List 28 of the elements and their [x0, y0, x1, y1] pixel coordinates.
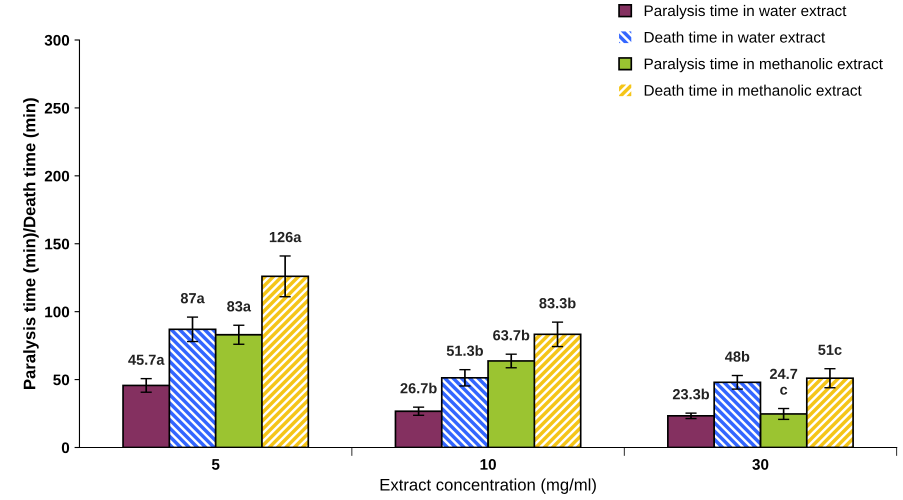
y-tick-label: 200 — [44, 170, 70, 182]
data-label: 126a — [270, 232, 302, 242]
data-label: 51c — [818, 344, 842, 355]
data-label: 23.3b — [672, 388, 710, 400]
legend-label: Paralysis time in water extract — [644, 4, 846, 20]
y-tick-label: 0 — [62, 442, 70, 454]
x-tick-label: 10 — [480, 459, 496, 470]
x-axis-title: Extract concentration (mg/ml) — [380, 478, 596, 494]
data-label: 83a — [227, 301, 252, 312]
data-label: 51.3b — [446, 345, 483, 356]
y-tick-label: 300 — [44, 34, 70, 46]
data-label: 45.7a — [128, 354, 165, 365]
data-label: 63.7b — [493, 330, 530, 340]
data-label: 26.7b — [400, 382, 437, 394]
y-tick-label: 150 — [45, 238, 70, 250]
data-label: 83.3b — [539, 298, 576, 308]
y-tick-label: 250 — [44, 102, 70, 114]
legend-label: Paralysis time in methanolic extract — [644, 58, 883, 72]
x-tick-label: 30 — [752, 459, 768, 470]
data-label: 48b — [724, 351, 750, 362]
legend-label: Death time in water extract — [644, 31, 826, 43]
y-axis-title: Paralysis time (min)/Death time (min) — [23, 98, 39, 389]
data-label: 87a — [180, 293, 205, 304]
y-tick-label: 100 — [45, 306, 70, 318]
legend-label: Death time in methanolic extract — [644, 84, 862, 96]
x-tick-label: 5 — [212, 459, 220, 470]
y-tick-label: 50 — [53, 374, 70, 386]
data-label: 24.7 c — [770, 368, 798, 395]
